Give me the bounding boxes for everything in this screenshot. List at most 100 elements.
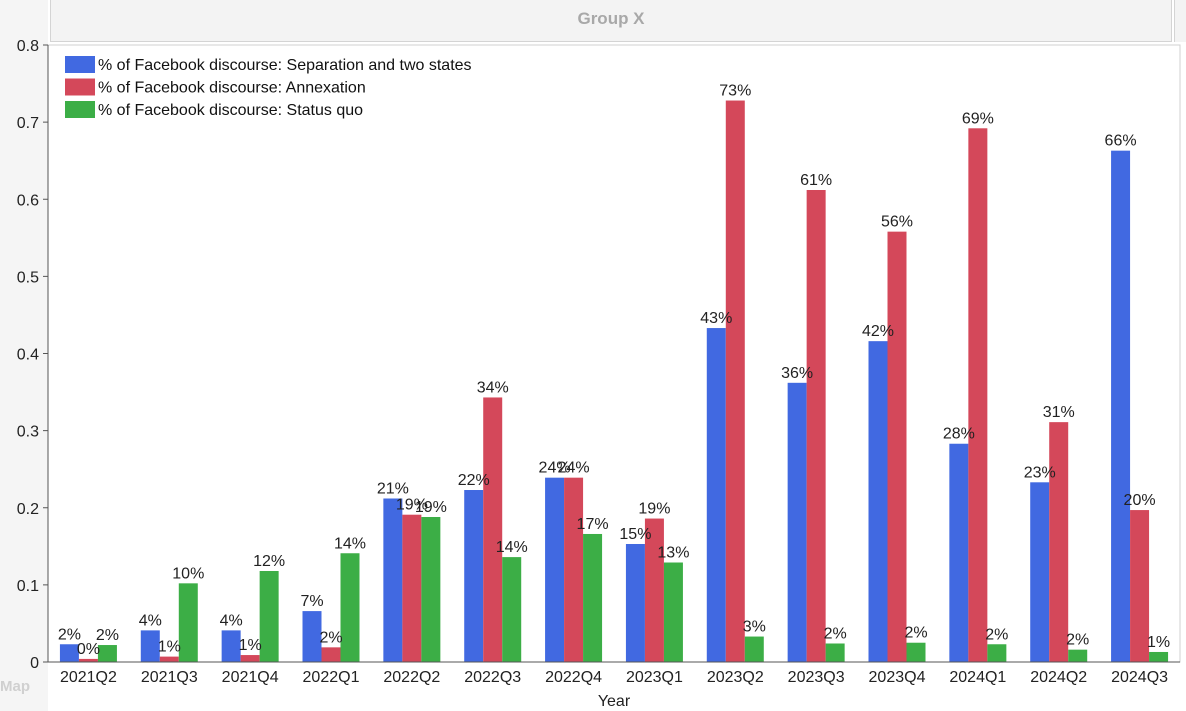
bar xyxy=(868,341,888,662)
y-tick-label: 0.3 xyxy=(17,424,39,441)
bar-value-label: 43% xyxy=(700,310,732,327)
bar-value-label: 23% xyxy=(1024,464,1056,481)
bar-value-label: 21% xyxy=(377,480,409,497)
bar-value-label: 2% xyxy=(824,625,847,642)
bar-value-label: 12% xyxy=(253,553,285,570)
bar xyxy=(545,477,565,662)
bar xyxy=(340,553,360,662)
bar-value-label: 36% xyxy=(781,365,813,382)
bar-value-label: 2% xyxy=(985,626,1008,643)
bar xyxy=(502,557,522,662)
bar xyxy=(97,645,117,662)
bar-value-label: 0% xyxy=(77,641,100,658)
x-tick-label: 2021Q4 xyxy=(222,669,279,686)
bar xyxy=(806,189,826,662)
bar xyxy=(1030,482,1050,662)
bar-value-label: 56% xyxy=(881,214,913,231)
bar xyxy=(402,514,422,662)
bar xyxy=(949,443,969,662)
bar-value-label: 61% xyxy=(800,172,832,189)
bar xyxy=(625,543,645,662)
x-tick-label: 2023Q2 xyxy=(707,669,764,686)
bar xyxy=(321,647,341,662)
bar xyxy=(564,477,584,662)
x-tick-label: 2022Q1 xyxy=(303,669,360,686)
x-axis-title: Year xyxy=(598,693,631,710)
bar-value-label: 13% xyxy=(657,545,689,562)
legend-entry: % of Facebook discourse: Status quo xyxy=(98,102,363,119)
bar-value-label: 2% xyxy=(1066,632,1089,649)
bar-value-label: 24% xyxy=(558,460,590,477)
bar xyxy=(987,644,1007,662)
bar xyxy=(421,517,441,662)
bar-value-label: 20% xyxy=(1124,492,1156,509)
bar xyxy=(259,570,279,662)
bar-value-label: 22% xyxy=(458,472,490,489)
legend-entry: % of Facebook discourse: Separation and … xyxy=(98,57,472,74)
bar xyxy=(706,328,726,662)
bar-value-label: 2% xyxy=(58,626,81,643)
bar-value-label: 28% xyxy=(943,426,975,443)
bar-value-label: 17% xyxy=(577,516,609,533)
bar-value-label: 19% xyxy=(396,497,428,514)
bar-value-label: 14% xyxy=(496,539,528,556)
bar xyxy=(968,128,988,663)
bar xyxy=(1130,510,1150,662)
bar xyxy=(140,630,160,662)
y-tick-label: 0.2 xyxy=(17,501,39,518)
bar xyxy=(663,562,683,662)
bar-value-label: 2% xyxy=(904,625,927,642)
x-tick-label: 2023Q1 xyxy=(626,669,683,686)
bar xyxy=(787,382,807,662)
x-tick-label: 2022Q4 xyxy=(545,669,602,686)
x-tick-label: 2024Q1 xyxy=(949,669,1006,686)
y-tick-label: 0.7 xyxy=(17,115,39,132)
bar xyxy=(221,630,241,662)
legend-swatch xyxy=(65,56,95,73)
bar-value-label: 1% xyxy=(158,639,181,656)
group-title: Group X xyxy=(577,9,645,28)
bar xyxy=(906,642,926,662)
x-tick-label: 2022Q2 xyxy=(383,669,440,686)
corner-label: Map xyxy=(0,678,30,695)
bar-value-label: 31% xyxy=(1043,404,1075,421)
bar-value-label: 4% xyxy=(139,612,162,629)
bar xyxy=(744,636,764,662)
x-tick-label: 2021Q3 xyxy=(141,669,198,686)
bar xyxy=(483,397,503,662)
bar xyxy=(159,656,179,662)
legend-entry: % of Facebook discourse: Annexation xyxy=(98,80,366,97)
bar-value-label: 19% xyxy=(415,499,447,516)
y-tick-label: 0.8 xyxy=(17,38,39,55)
x-tick-label: 2021Q2 xyxy=(60,669,117,686)
bar xyxy=(1149,651,1169,662)
x-tick-label: 2024Q2 xyxy=(1030,669,1087,686)
y-tick-label: 0.4 xyxy=(17,347,39,364)
plot-area xyxy=(47,44,1181,663)
y-tick-label: 0.5 xyxy=(17,269,39,286)
bar xyxy=(644,518,664,662)
y-tick-label: 0.1 xyxy=(17,578,39,595)
y-tick-label: 0 xyxy=(30,655,39,672)
bar-value-label: 2% xyxy=(319,629,342,646)
bar-value-label: 1% xyxy=(1147,634,1170,651)
bar xyxy=(1049,422,1069,662)
x-tick-label: 2022Q3 xyxy=(464,669,521,686)
bar-value-label: 69% xyxy=(962,110,994,127)
bar-value-label: 14% xyxy=(334,535,366,552)
x-tick-label: 2023Q3 xyxy=(788,669,845,686)
y-tick-label: 0.6 xyxy=(17,192,39,209)
bar xyxy=(78,658,98,662)
left-panel xyxy=(0,0,48,711)
bar-value-label: 34% xyxy=(477,379,509,396)
bar xyxy=(1111,150,1131,662)
bar xyxy=(887,231,907,662)
group-header: Group X xyxy=(50,0,1172,42)
bar-value-label: 7% xyxy=(300,593,323,610)
bar xyxy=(302,611,322,662)
bar-value-label: 19% xyxy=(638,501,670,518)
bar-value-label: 4% xyxy=(220,612,243,629)
bar-value-label: 2% xyxy=(96,627,119,644)
bar xyxy=(1068,649,1088,662)
